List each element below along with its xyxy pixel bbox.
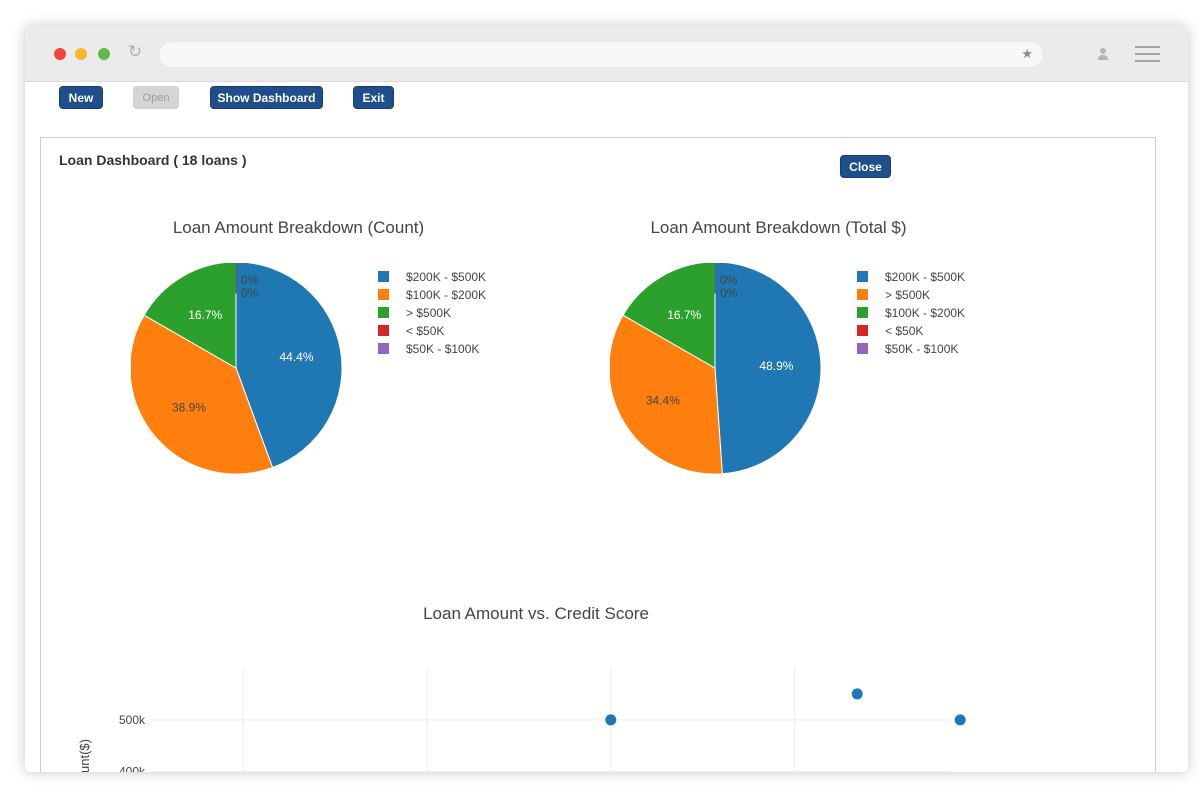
pie1-legend-label-3[interactable]: < $50K (885, 324, 923, 338)
pie-count-title: Loan Amount Breakdown (Count) (172, 218, 425, 237)
pie0-legend-label-3[interactable]: < $50K (406, 324, 444, 338)
page-content: New Open Show Dashboard Exit Loan Dashbo… (25, 82, 1188, 772)
star-icon[interactable]: ★ (1021, 47, 1033, 62)
pie1-legend-swatch-2[interactable] (857, 307, 868, 318)
pie1-value-label-3: 0% (720, 273, 738, 287)
show-dashboard-button[interactable]: Show Dashboard (210, 86, 323, 109)
address-bar[interactable]: ★ (158, 41, 1044, 68)
menu-icon[interactable] (1135, 46, 1160, 62)
pie0-leader-4 (235, 263, 240, 294)
browser-titlebar: ↻ ★ (25, 26, 1188, 82)
pie1-legend-swatch-4[interactable] (857, 343, 868, 354)
pie1-legend-swatch-1[interactable] (857, 289, 868, 300)
close-window-icon[interactable] (54, 48, 66, 60)
pie0-value-label-3: 0% (241, 273, 259, 287)
pie-chart-total: 48.9% 34.4% 16.7% 0%0% $200K - $500K > $500K $… (610, 263, 965, 475)
pie0-legend-swatch-0[interactable] (378, 271, 389, 282)
maximize-window-icon[interactable] (98, 48, 110, 60)
pie1-legend-label-1[interactable]: > $500K (885, 288, 930, 302)
minimize-window-icon[interactable] (75, 48, 87, 60)
loan-dashboard-panel: Loan Dashboard ( 18 loans ) Close Loan A… (40, 137, 1156, 772)
pie1-slice-0[interactable] (714, 263, 822, 475)
pie1-legend-swatch-0[interactable] (857, 271, 868, 282)
scatter-title: Loan Amount vs. Credit Score (423, 604, 649, 623)
pie1-slice-1[interactable] (610, 314, 723, 475)
close-dashboard-button[interactable]: Close (840, 155, 891, 178)
exit-button[interactable]: Exit (353, 86, 394, 109)
scatter-point-0[interactable] (605, 714, 617, 726)
pie0-legend-swatch-2[interactable] (378, 307, 389, 318)
pie1-legend-label-2[interactable]: $100K - $200K (885, 306, 965, 320)
pie1-slice-2[interactable] (622, 263, 716, 369)
pie1-legend-label-0[interactable]: $200K - $500K (885, 270, 965, 284)
pie0-legend-label-1[interactable]: $100K - $200K (406, 288, 486, 302)
pie0-legend-label-4[interactable]: $50K - $100K (406, 342, 479, 356)
reload-icon[interactable]: ↻ (127, 42, 143, 62)
pie0-legend-swatch-3[interactable] (378, 325, 389, 336)
scatter-chart: 400k 500k unt($) (77, 668, 966, 772)
pie1-value-label-4: 0% (720, 286, 738, 300)
pie1-leader-4 (714, 263, 719, 294)
pie1-legend-label-4[interactable]: $50K - $100K (885, 342, 958, 356)
scatter-ytick-1: 500k (119, 713, 146, 727)
pie0-slice-0[interactable] (235, 263, 343, 469)
pie-chart-count: 44.4% 38.9% 16.7% 0%0% $200K - $500K $100K - … (131, 263, 486, 475)
scatter-ylabel: unt($) (77, 739, 92, 772)
scatter-point-1[interactable] (851, 688, 863, 700)
pie0-legend-label-2[interactable]: > $500K (406, 306, 451, 320)
open-button[interactable]: Open (133, 86, 179, 109)
pie-total-title: Loan Amount Breakdown (Total $) (650, 218, 907, 237)
scatter-point-2[interactable] (954, 714, 966, 726)
pie0-legend-label-0[interactable]: $200K - $500K (406, 270, 486, 284)
pie1-value-label-1: 34.4% (646, 394, 680, 408)
pie0-value-label-1: 38.9% (172, 401, 206, 415)
pie0-legend-swatch-1[interactable] (378, 289, 389, 300)
pie0-value-label-2: 16.7% (188, 308, 222, 322)
browser-window: ↻ ★ New Open Show Dashboard Exit Loan Da… (25, 26, 1188, 772)
pie0-value-label-4: 0% (241, 286, 259, 300)
pie1-value-label-0: 48.9% (759, 359, 793, 373)
dashboard-title: Loan Dashboard ( 18 loans ) (59, 152, 247, 168)
new-button[interactable]: New (59, 86, 103, 109)
scatter-ytick-0: 400k (119, 765, 146, 772)
pie0-legend-swatch-4[interactable] (378, 343, 389, 354)
pie1-legend-swatch-3[interactable] (857, 325, 868, 336)
pie1-value-label-2: 16.7% (667, 308, 701, 322)
user-icon[interactable] (1095, 46, 1111, 64)
pie0-slice-2[interactable] (143, 263, 237, 369)
pie0-slice-1[interactable] (131, 314, 274, 475)
pie0-value-label-0: 44.4% (280, 350, 314, 364)
